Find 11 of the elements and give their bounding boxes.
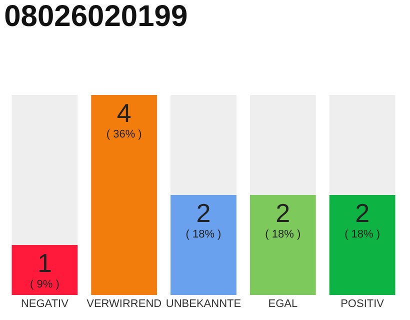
data-label: 2 ( 18% ) [344, 198, 380, 241]
x-tick-label: EGAL [268, 298, 298, 310]
data-label: 4 ( 36% ) [106, 98, 142, 141]
data-label: 2 ( 18% ) [265, 198, 301, 241]
data-label: 2 ( 18% ) [186, 198, 222, 241]
x-tick-label: POSITIV [340, 298, 385, 310]
x-tick-label: NEGATIV [20, 298, 70, 310]
chart-title: 08026020199 [4, 0, 188, 33]
x-tick-label: UNBEKANNTE [166, 298, 242, 310]
data-label: 1 ( 9% ) [30, 248, 60, 291]
x-tick-label: VERWIRREND [86, 298, 162, 310]
